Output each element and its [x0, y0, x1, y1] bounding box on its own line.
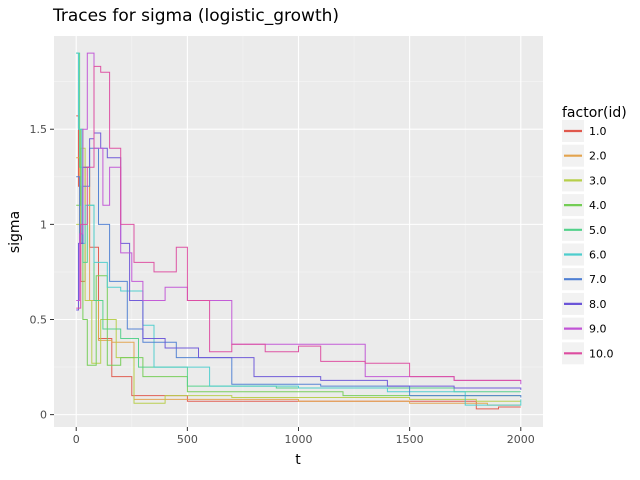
series-line-8.0	[76, 132, 522, 390]
legend-label-9.0: 9.0	[589, 323, 607, 336]
x-tick-label: 1500	[396, 433, 424, 446]
y-tick-label: 0.5	[30, 313, 48, 326]
y-tick-label: 1	[40, 218, 47, 231]
x-tick-label: 1000	[285, 433, 313, 446]
legend-label-5.0: 5.0	[589, 224, 607, 237]
x-tick-label: 500	[177, 433, 198, 446]
series-lines	[76, 52, 522, 410]
legend-label-4.0: 4.0	[589, 199, 607, 212]
series-line-9.0	[76, 52, 522, 385]
legend-label-10.0: 10.0	[589, 347, 614, 360]
chart-title: Traces for sigma (logistic_growth)	[52, 6, 339, 26]
legend-label-7.0: 7.0	[589, 273, 607, 286]
major-gridlines	[54, 36, 543, 427]
x-tick-label: 0	[73, 433, 80, 446]
y-axis-label: sigma	[7, 211, 23, 253]
legend-label-3.0: 3.0	[589, 174, 607, 187]
legend-label-1.0: 1.0	[589, 125, 607, 138]
legend-label-8.0: 8.0	[589, 298, 607, 311]
x-axis-ticks: 0 500 1000 1500 2000	[73, 427, 535, 446]
series-line-10.0	[76, 65, 521, 381]
legend-label-2.0: 2.0	[589, 150, 607, 163]
legend: factor(id) 1.0 2.0 3.0 4.0 5.0 6.0 7.0 8.0 9.0 10…	[562, 105, 627, 365]
x-tick-label: 2000	[507, 433, 535, 446]
legend-title: factor(id)	[562, 105, 627, 121]
y-tick-label: 1.5	[30, 123, 48, 136]
legend-items: 1.0 2.0 3.0 4.0 5.0 6.0 7.0 8.0 9.0 10.0	[562, 120, 614, 365]
y-tick-label: 0	[40, 409, 47, 422]
legend-label-6.0: 6.0	[589, 249, 607, 262]
x-axis-label: t	[295, 452, 301, 468]
y-axis-ticks: 0 0.5 1 1.5	[30, 123, 54, 422]
